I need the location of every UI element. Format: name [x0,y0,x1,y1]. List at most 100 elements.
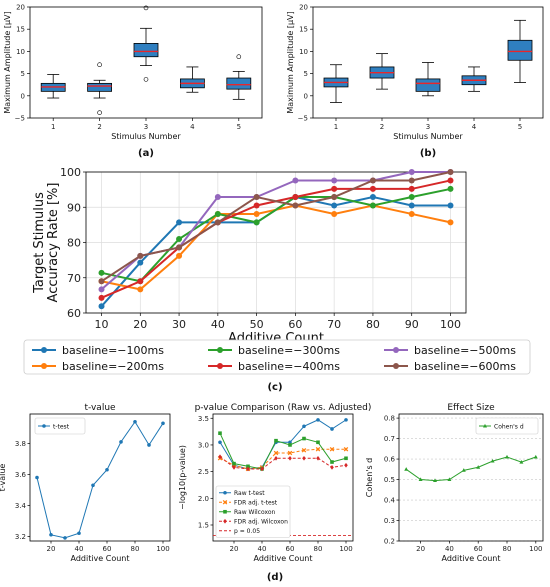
legend-item: Cohen's d [479,424,524,431]
box-4 [179,66,205,93]
outlier-point [97,62,102,68]
x-tick-label: 70 [327,318,341,331]
data-point [98,286,105,293]
x-tick-label: 80 [314,545,323,553]
legend-frame [34,417,86,435]
y-tick-label: 0.3 [384,517,395,525]
legend: baseline=−100ms baseline=−200ms baseline=−… [23,339,531,375]
data-point [505,454,509,459]
legend-marker [393,347,399,353]
data-point [214,219,221,226]
y-tick-label: 0 [304,92,308,100]
legend-marker [483,423,487,428]
legend-item: Raw t-test [219,490,265,497]
y-axis-label-line1: Target Stimulus [32,192,47,294]
x-tick-label: 100 [156,545,169,553]
x-tick-label: 40 [211,318,225,331]
series-line [101,179,451,299]
y-tick-label: 3.2 [15,533,26,541]
data-point [35,475,39,480]
data-point [98,278,105,285]
legend-label: baseline=−200ms [62,360,164,373]
legend-marker [41,347,47,353]
y-tick-label: 0.6 [384,456,396,464]
linechart-panel-d3: 0.2 0.3 0.4 0.5 0.6 0.7 0.8 20 40 60 80 100 Effect S… [365,403,544,563]
data-point [404,467,409,471]
data-point [330,427,334,431]
x-tick-label: 3 [144,123,148,131]
box-5 [226,54,252,100]
data-point [176,219,183,226]
x-tick-label: 4 [190,123,195,131]
data-point [408,210,415,217]
legend-label: Raw Wilcoxon [234,509,275,516]
y-tick-label: 5 [21,70,25,78]
legend-item: baseline=−200ms [32,360,164,373]
legend-item: baseline=−500ms [384,344,516,357]
y-tick-label: 15 [299,26,308,34]
data-point [476,465,481,469]
data-point [232,465,236,470]
x-tick-label: 2 [97,123,101,131]
panel-title: Effect Size [447,403,495,413]
box-body [87,82,112,92]
data-point [316,418,320,422]
series-line [405,456,536,482]
data-point [137,278,144,285]
legend-marker [223,490,227,495]
data-point [301,448,307,453]
data-point [331,194,338,201]
data-point [288,455,292,461]
x-tick-label: 60 [286,545,295,553]
x-tick-label: 40 [258,545,267,553]
data-point [447,169,454,175]
legend: Cohen's d [475,417,539,435]
panel-caption: (a) [138,148,154,159]
data-point [330,465,334,470]
data-point [447,177,454,184]
y-tick-label: 0.7 [384,435,395,443]
legend-item: t-test [38,424,70,431]
legend-item: Raw Wilcoxon [219,509,275,516]
legend: Raw t-test FDR adj. t-test Raw Wilcoxon FDR… [215,485,291,538]
y-tick-label: −5 [298,115,308,123]
y-tick-label: 70 [67,272,81,285]
legend-item: baseline=−100ms [32,344,164,357]
data-point [447,219,454,226]
x-tick-label: 100 [440,318,461,331]
series-line [219,419,347,470]
legend-frame [475,417,539,435]
data-point [133,419,137,424]
data-point [533,454,538,459]
legend-label: baseline=−400ms [238,360,340,373]
data-point [98,294,105,301]
panel-title: p-value Comparison (Raw vs. Adjusted) [195,403,372,413]
legend: t-test [34,417,86,435]
x-tick-label: 80 [503,545,512,553]
data-point [49,533,53,537]
outlier-point [143,5,149,11]
data-point [329,446,335,452]
y-tick-label: 5 [304,70,308,78]
data-point [253,219,260,226]
series-3 [98,177,454,301]
data-point [137,286,144,293]
y-tick-label: 10 [16,48,25,56]
panel-caption: (b) [420,148,436,159]
x-tick-label: 60 [288,318,302,331]
series-line [219,448,346,470]
x-tick-label: 20 [133,318,147,331]
y-tick-label: 20 [16,4,25,12]
data-point [302,424,306,429]
data-point [98,269,105,276]
legend-label: baseline=−600ms [414,360,516,373]
series-1 [98,202,454,293]
data-point [218,440,222,445]
series-line [100,171,451,283]
series-3 [218,454,348,472]
x-tick-label: 100 [529,545,542,553]
box-body [133,43,159,58]
data-point [273,450,279,456]
